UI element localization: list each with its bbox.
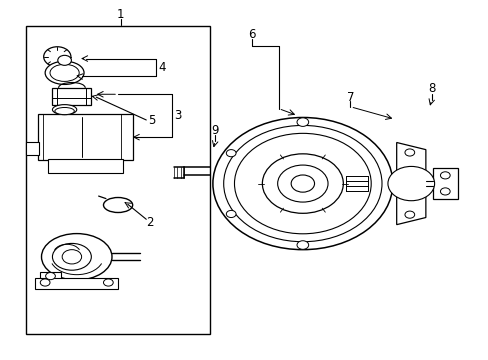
Circle shape (440, 188, 449, 195)
Text: 3: 3 (173, 109, 181, 122)
Circle shape (290, 175, 314, 192)
Circle shape (58, 55, 71, 65)
Bar (26, 143, 39, 155)
Circle shape (62, 249, 81, 264)
Circle shape (234, 133, 370, 234)
Bar (38, 114, 132, 160)
Bar (432, 168, 457, 199)
Ellipse shape (52, 243, 91, 270)
Circle shape (440, 172, 449, 179)
Polygon shape (396, 143, 425, 225)
Ellipse shape (103, 198, 132, 212)
Ellipse shape (41, 234, 112, 280)
Bar (40, 272, 61, 280)
Text: 7: 7 (346, 91, 353, 104)
Circle shape (43, 47, 71, 67)
Ellipse shape (52, 105, 77, 114)
Circle shape (262, 154, 343, 213)
Circle shape (296, 241, 308, 249)
Circle shape (212, 117, 392, 249)
Circle shape (40, 279, 50, 286)
Text: 8: 8 (427, 82, 434, 95)
Circle shape (45, 273, 55, 280)
Bar (52, 88, 91, 105)
Circle shape (226, 150, 236, 157)
Circle shape (387, 166, 434, 201)
Circle shape (226, 210, 236, 217)
Circle shape (296, 118, 308, 126)
Circle shape (223, 125, 381, 242)
Text: 6: 6 (247, 28, 255, 41)
Bar (26, 26, 210, 334)
Text: 9: 9 (211, 124, 219, 137)
Text: 5: 5 (148, 114, 156, 127)
Ellipse shape (55, 108, 74, 114)
Text: 4: 4 (158, 61, 165, 74)
Circle shape (103, 279, 113, 286)
Circle shape (277, 165, 327, 202)
Bar (47, 159, 122, 173)
Ellipse shape (45, 61, 84, 85)
Circle shape (404, 149, 414, 156)
Circle shape (404, 211, 414, 218)
Text: 2: 2 (145, 216, 153, 229)
Bar (35, 278, 118, 289)
Ellipse shape (50, 64, 79, 81)
Text: 1: 1 (117, 8, 124, 21)
